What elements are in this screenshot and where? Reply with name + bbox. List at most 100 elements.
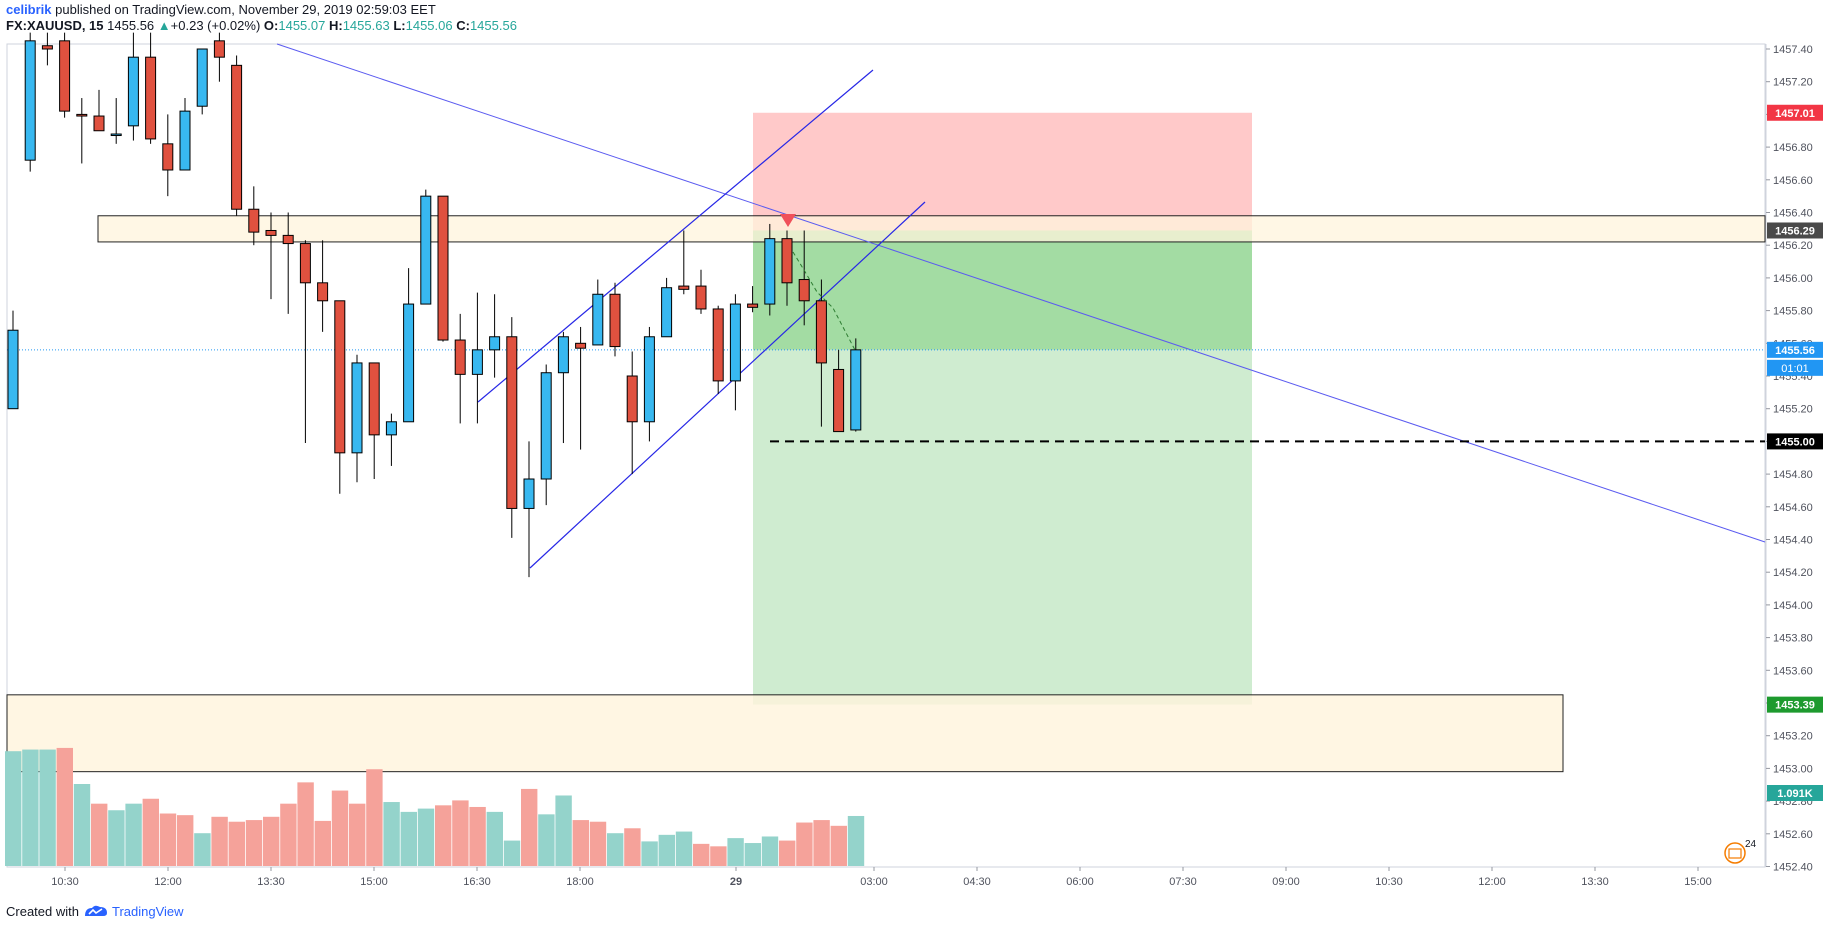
volume-bar[interactable] bbox=[194, 833, 211, 866]
volume-bar[interactable] bbox=[469, 806, 486, 866]
candle-body[interactable] bbox=[695, 285, 707, 310]
candle-body[interactable] bbox=[661, 287, 673, 338]
volume-bar[interactable] bbox=[830, 825, 847, 866]
volume-bar[interactable] bbox=[641, 841, 658, 866]
volume-bar[interactable] bbox=[366, 769, 383, 866]
volume-bar[interactable] bbox=[658, 834, 675, 866]
candle-body[interactable] bbox=[643, 336, 655, 423]
candle-body[interactable] bbox=[523, 478, 535, 509]
volume-bar[interactable] bbox=[245, 820, 263, 866]
volume-bar[interactable] bbox=[521, 788, 538, 866]
volume-bar[interactable] bbox=[349, 803, 366, 866]
candle-body[interactable] bbox=[24, 40, 36, 161]
candle-body[interactable] bbox=[506, 336, 518, 509]
volume-bar[interactable] bbox=[228, 821, 245, 866]
volume-bar[interactable] bbox=[572, 820, 589, 866]
candle-body[interactable] bbox=[712, 308, 724, 382]
candle-body[interactable] bbox=[489, 336, 501, 351]
volume-bar[interactable] bbox=[761, 836, 779, 866]
volume-bar[interactable] bbox=[624, 828, 641, 866]
candle-body[interactable] bbox=[231, 64, 243, 210]
volume-bar[interactable] bbox=[400, 811, 417, 866]
candle-body[interactable] bbox=[7, 329, 19, 410]
candle-body[interactable] bbox=[127, 56, 139, 127]
candle-body[interactable] bbox=[609, 293, 621, 348]
volume-bar[interactable] bbox=[452, 800, 469, 866]
volume-bar[interactable] bbox=[675, 831, 693, 866]
candle-body[interactable] bbox=[162, 143, 174, 171]
volume-bar[interactable] bbox=[22, 749, 39, 866]
volume-bar[interactable] bbox=[538, 814, 555, 866]
tradingview-logo-icon[interactable] bbox=[83, 904, 109, 918]
candle-body[interactable] bbox=[179, 110, 191, 171]
volume-bar[interactable] bbox=[177, 815, 194, 866]
candle-body[interactable] bbox=[76, 113, 88, 117]
candle-body[interactable] bbox=[626, 375, 638, 423]
volume-bar[interactable] bbox=[91, 803, 108, 866]
candle-body[interactable] bbox=[764, 238, 776, 305]
volume-bar[interactable] bbox=[710, 846, 727, 866]
candle-body[interactable] bbox=[385, 421, 397, 436]
candle-body[interactable] bbox=[729, 303, 741, 382]
volume-bar[interactable] bbox=[417, 808, 435, 866]
volume-bar[interactable] bbox=[813, 820, 830, 866]
volume-bar[interactable] bbox=[435, 805, 452, 866]
candle-body[interactable] bbox=[368, 362, 380, 436]
candle-body[interactable] bbox=[592, 293, 604, 346]
volume-bar[interactable] bbox=[331, 790, 349, 866]
candle-body[interactable] bbox=[454, 339, 466, 375]
candle-body[interactable] bbox=[781, 238, 793, 284]
volume-bar[interactable] bbox=[5, 751, 22, 866]
candle-body[interactable] bbox=[145, 56, 157, 140]
volume-bar[interactable] bbox=[142, 798, 159, 866]
candle-body[interactable] bbox=[540, 372, 552, 480]
volume-bar[interactable] bbox=[607, 833, 624, 866]
candle-body[interactable] bbox=[265, 229, 277, 236]
volume-bar[interactable] bbox=[314, 820, 331, 866]
candle-body[interactable] bbox=[282, 234, 294, 245]
volume-bar[interactable] bbox=[727, 838, 744, 866]
candle-body[interactable] bbox=[403, 303, 415, 423]
volume-bar[interactable] bbox=[847, 815, 865, 866]
candle-body[interactable] bbox=[850, 349, 862, 431]
candle-body[interactable] bbox=[678, 285, 690, 290]
author-link[interactable]: celibrik bbox=[6, 2, 52, 17]
volume-bar[interactable] bbox=[125, 803, 142, 866]
candle-body[interactable] bbox=[575, 342, 587, 349]
price-chart[interactable]: 1457.401457.201457.001456.801456.601456.… bbox=[0, 0, 1828, 900]
candle-body[interactable] bbox=[420, 195, 432, 305]
volume-bar[interactable] bbox=[503, 840, 521, 866]
descending-trend-line[interactable] bbox=[276, 43, 1766, 543]
volume-bar[interactable] bbox=[555, 795, 572, 866]
volume-bar[interactable] bbox=[486, 811, 503, 866]
tradingview-brand-link[interactable]: TradingView bbox=[112, 904, 184, 919]
candle-body[interactable] bbox=[334, 300, 346, 454]
volume-bar[interactable] bbox=[383, 802, 400, 866]
symbol-label[interactable]: FX:XAUUSD, 15 bbox=[6, 18, 104, 33]
stop-loss-zone[interactable] bbox=[753, 112, 1252, 231]
volume-bar[interactable] bbox=[159, 813, 177, 866]
candle-body[interactable] bbox=[351, 362, 363, 454]
sell-signal-icon[interactable] bbox=[780, 214, 796, 227]
volume-bar[interactable] bbox=[56, 747, 73, 866]
profit-zone[interactable] bbox=[753, 349, 1252, 705]
volume-bar[interactable] bbox=[108, 810, 125, 866]
candle-body[interactable] bbox=[798, 279, 810, 302]
volume-bar[interactable] bbox=[211, 816, 228, 866]
volume-bar[interactable] bbox=[589, 821, 607, 866]
profit-zone-active[interactable] bbox=[753, 230, 1252, 350]
candle-body[interactable] bbox=[196, 48, 208, 107]
candle-body[interactable] bbox=[299, 243, 311, 284]
candle-body[interactable] bbox=[93, 115, 105, 132]
volume-bar[interactable] bbox=[73, 784, 91, 866]
candle-body[interactable] bbox=[471, 349, 483, 375]
candle-body[interactable] bbox=[248, 208, 260, 233]
candle-body[interactable] bbox=[833, 368, 845, 433]
volume-bar[interactable] bbox=[779, 840, 796, 866]
candle-body[interactable] bbox=[41, 45, 53, 50]
candle-body[interactable] bbox=[815, 300, 827, 364]
channel-upper-line[interactable] bbox=[477, 69, 874, 403]
support-zone[interactable] bbox=[6, 694, 1564, 773]
candle-body[interactable] bbox=[557, 336, 569, 374]
candle-body[interactable] bbox=[437, 195, 449, 341]
